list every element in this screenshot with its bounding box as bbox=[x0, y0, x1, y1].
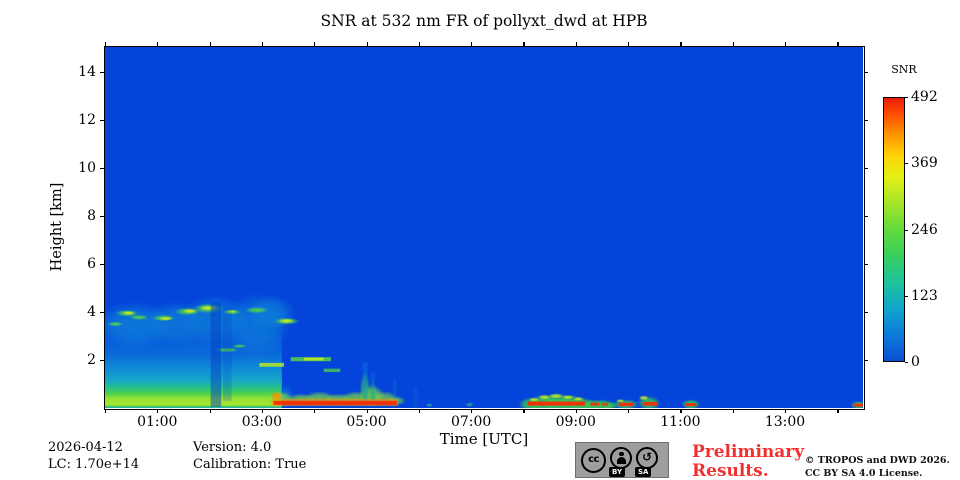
x-tick-label: 05:00 bbox=[346, 414, 387, 430]
x-tick-top bbox=[680, 42, 682, 46]
x-tick bbox=[418, 409, 421, 413]
x-tick bbox=[523, 409, 525, 413]
y-tick-label: 14 bbox=[78, 64, 96, 81]
copyright-note: © TROPOS and DWD 2026. CC BY SA 4.0 Lice… bbox=[805, 455, 950, 479]
x-tick-top bbox=[209, 42, 211, 46]
y-axis-label: Height [km] bbox=[49, 182, 65, 272]
x-tick-top bbox=[837, 42, 839, 46]
x-tick-top bbox=[366, 42, 368, 46]
y-tick-right bbox=[864, 72, 868, 74]
x-tick-label: 03:00 bbox=[241, 414, 283, 430]
x-tick-label: 09:00 bbox=[555, 414, 596, 430]
x-tick bbox=[575, 409, 577, 413]
x-tick-top bbox=[314, 42, 316, 46]
x-tick bbox=[680, 409, 682, 413]
y-tick bbox=[100, 264, 104, 266]
y-tick-label: 10 bbox=[78, 160, 96, 177]
y-tick-right bbox=[864, 312, 868, 314]
y-tick bbox=[100, 120, 104, 122]
y-tick-label: 8 bbox=[87, 208, 96, 225]
colorbar bbox=[883, 97, 905, 362]
colorbar-tick bbox=[905, 163, 908, 165]
badge-sa-label: SA bbox=[635, 467, 652, 477]
colorbar-tick-label: 246 bbox=[911, 221, 938, 238]
x-tick-top bbox=[575, 42, 577, 46]
colorbar-tick bbox=[905, 97, 908, 99]
x-tick bbox=[837, 409, 839, 413]
x-tick bbox=[471, 409, 473, 413]
x-tick bbox=[785, 409, 787, 413]
colorbar-tick bbox=[905, 362, 908, 364]
x-tick-top bbox=[261, 42, 264, 46]
share-alike-icon: ↺ bbox=[636, 447, 658, 469]
x-tick-top bbox=[471, 42, 473, 46]
x-tick-top bbox=[732, 42, 734, 46]
x-tick-top bbox=[785, 42, 787, 46]
y-tick bbox=[100, 216, 104, 218]
y-tick-label: 6 bbox=[87, 256, 96, 273]
footer-version-calibration: Version: 4.0 Calibration: True bbox=[193, 440, 307, 472]
y-tick bbox=[100, 72, 104, 74]
cc-icon: cc bbox=[581, 448, 606, 473]
y-tick-label: 12 bbox=[78, 112, 96, 129]
x-tick bbox=[261, 409, 264, 413]
attribution-person-icon bbox=[610, 447, 632, 469]
plot-area bbox=[104, 46, 865, 410]
y-tick-right bbox=[864, 216, 868, 218]
y-tick-right bbox=[864, 168, 868, 170]
x-tick-top bbox=[418, 42, 421, 46]
x-tick-top bbox=[628, 42, 630, 46]
x-tick-label: 13:00 bbox=[764, 414, 806, 430]
y-tick-right bbox=[864, 120, 868, 122]
cc-by-sa-badge: cc ↺ BY SA bbox=[575, 442, 669, 478]
y-tick bbox=[100, 312, 104, 314]
x-tick bbox=[157, 409, 159, 413]
preliminary-results-note: Preliminary Results. bbox=[692, 442, 805, 480]
x-tick bbox=[314, 409, 316, 413]
x-tick-label: 11:00 bbox=[660, 414, 701, 430]
x-tick-top bbox=[523, 42, 525, 46]
colorbar-tick bbox=[905, 229, 908, 231]
badge-by-label: BY bbox=[609, 467, 626, 477]
colorbar-tick-label: 0 bbox=[911, 354, 920, 370]
x-axis-label: Time [UTC] bbox=[439, 430, 529, 448]
plot-title: SNR at 532 nm FR of pollyxt_dwd at HPB bbox=[320, 12, 648, 30]
x-tick-label: 01:00 bbox=[137, 414, 178, 430]
y-tick-right bbox=[864, 264, 868, 266]
x-tick bbox=[366, 409, 368, 413]
x-tick-top bbox=[105, 42, 107, 46]
colorbar-tick-label: 123 bbox=[911, 287, 938, 304]
y-tick-right bbox=[864, 360, 868, 362]
colorbar-tick-label: 369 bbox=[911, 155, 938, 172]
snr-heatmap-canvas bbox=[105, 47, 863, 408]
x-tick-label: 07:00 bbox=[450, 414, 492, 430]
x-tick bbox=[105, 409, 107, 413]
y-tick-label: 2 bbox=[87, 352, 96, 369]
y-tick bbox=[100, 168, 104, 170]
footer-date-lc: 2026-04-12 LC: 1.70e+14 bbox=[48, 440, 140, 472]
y-tick bbox=[100, 360, 104, 362]
x-tick bbox=[732, 409, 734, 413]
x-tick bbox=[628, 409, 630, 413]
x-tick-top bbox=[157, 42, 159, 46]
x-tick bbox=[209, 409, 211, 413]
colorbar-title: SNR bbox=[891, 63, 917, 76]
colorbar-tick-label: 492 bbox=[911, 89, 938, 105]
y-tick-label: 4 bbox=[87, 304, 96, 321]
colorbar-tick bbox=[905, 295, 908, 297]
